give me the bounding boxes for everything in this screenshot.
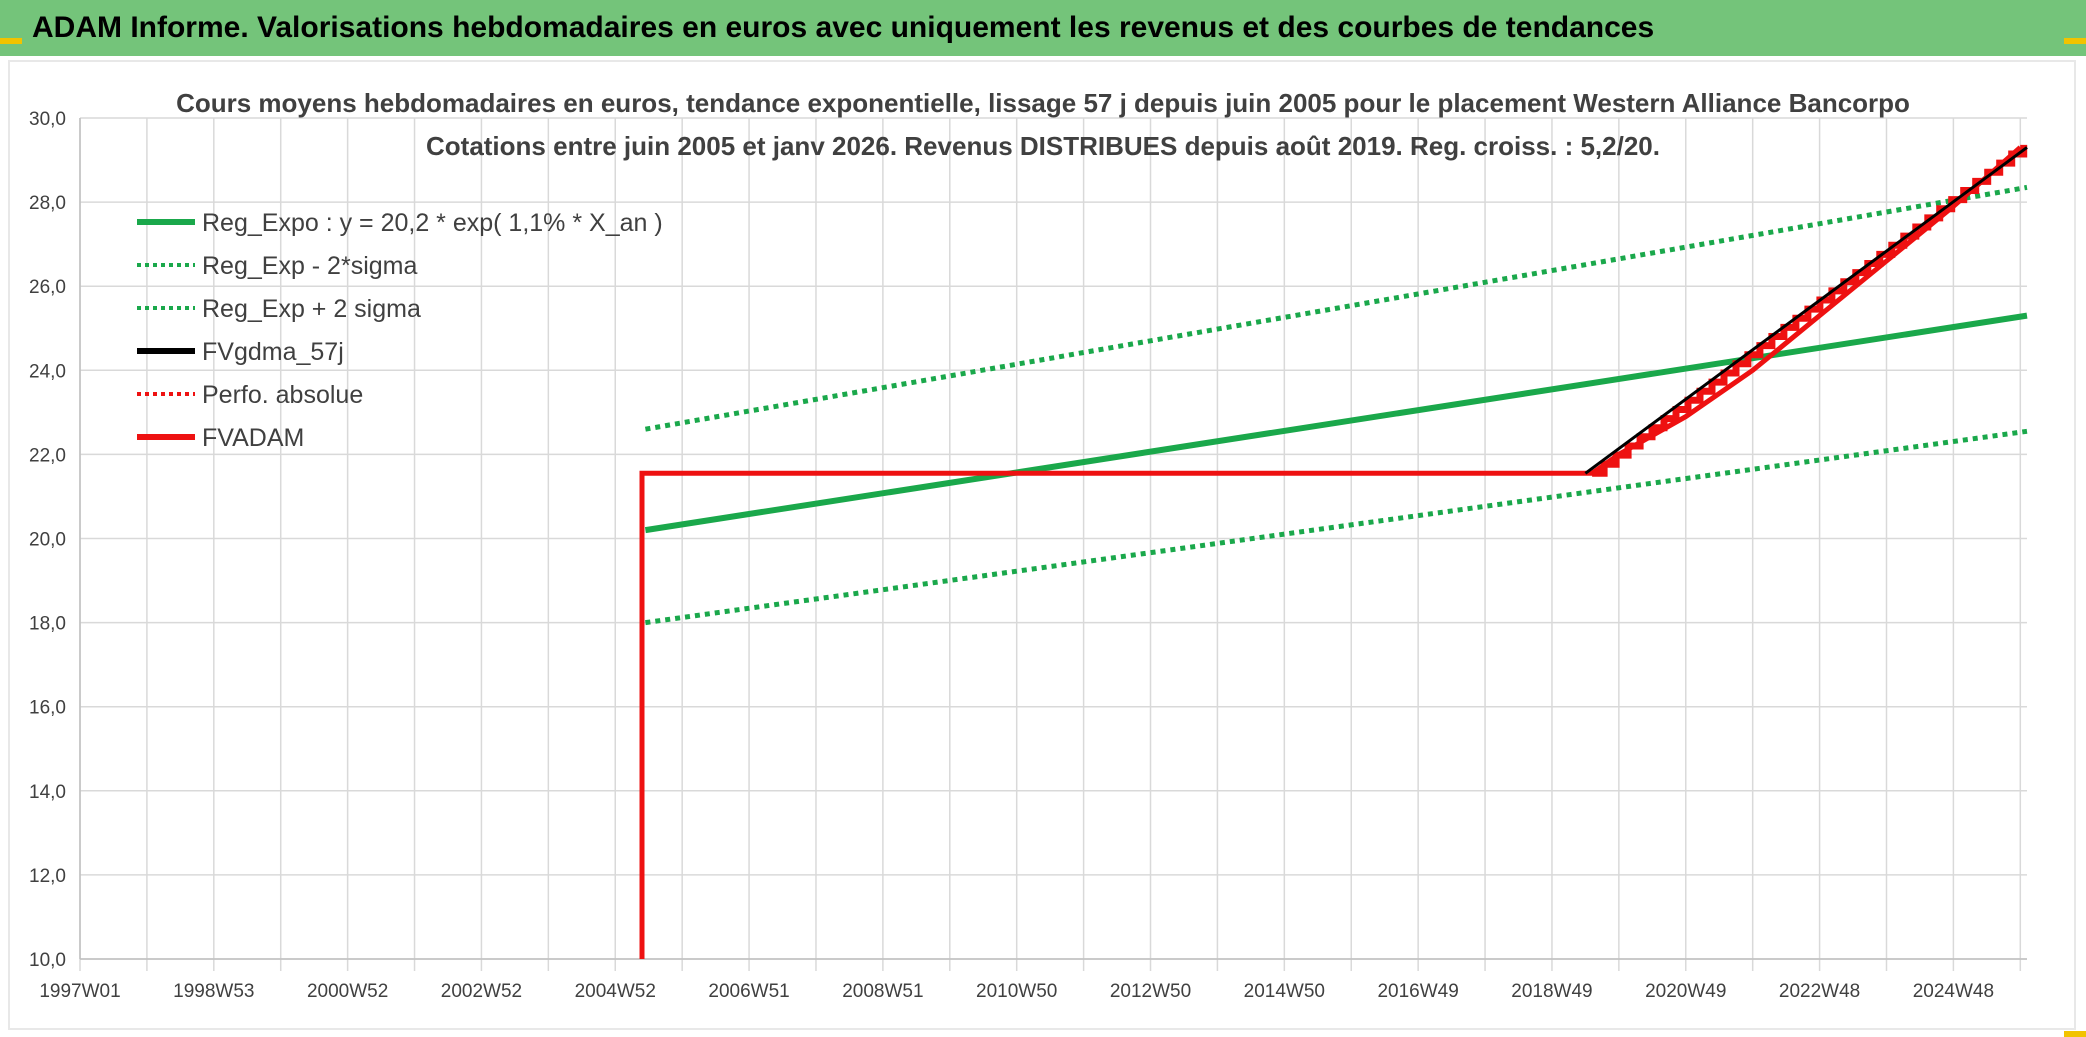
x-tick-label: 2002W52 [441,981,522,1002]
x-tick-label: 2022W48 [1779,981,1860,1002]
x-tick-label: 2024W48 [1913,981,1994,1002]
y-tick-label: 26,0 [29,277,66,298]
series-line-band [644,184,2028,432]
corner-mark-right [2064,38,2086,44]
x-tick-label: 2014W50 [1244,981,1325,1002]
y-tick-label: 10,0 [29,950,66,971]
x-tick-label: 1997W01 [39,981,120,1002]
legend-label: Perfo. absolue [202,381,363,409]
series-line-band [645,428,2028,626]
report-title: ADAM Informe. Valorisations hebdomadaire… [32,11,1655,44]
series-layer [639,144,2028,959]
x-tick-label: 1998W53 [173,981,254,1002]
y-tick-label: 18,0 [29,614,66,635]
legend-label: FVADAM [202,424,304,452]
corner-mark-left [0,38,22,44]
x-tick-label: 2000W52 [307,981,388,1002]
legend-label: Reg_Exp - 2*sigma [202,252,417,280]
series-line-fvgdma [1584,146,2028,475]
chart-subtitle: Cotations entre juin 2005 et janv 2026. … [426,131,1660,161]
x-tick-label: 2012W50 [1110,981,1191,1002]
y-tick-label: 14,0 [29,782,66,803]
y-tick-label: 30,0 [29,109,66,130]
y-tick-label: 20,0 [29,530,66,551]
x-tick-label: 2018W49 [1511,981,1592,1002]
corner-mark-bottom-right [2064,1031,2086,1037]
y-tick-label: 22,0 [29,445,66,466]
series-line-fvadam [639,145,2022,959]
x-tick-label: 2016W49 [1377,981,1458,1002]
chart-title: Cours moyens hebdomadaires en euros, ten… [176,88,1910,118]
legend-label: Reg_Expo : y = 20,2 * exp( 1,1% * X_an ) [202,209,663,237]
x-tick-label: 2010W50 [976,981,1057,1002]
chart-frame [8,60,2076,1030]
legend-label: FVgdma_57j [202,338,344,366]
y-tick-label: 16,0 [29,698,66,719]
chart-legend: Reg_Expo : y = 20,2 * exp( 1,1% * X_an )… [137,209,663,452]
report-banner: ADAM Informe. Valorisations hebdomadaire… [0,0,2086,56]
y-tick-label: 12,0 [29,866,66,887]
x-tick-label: 2004W52 [575,981,656,1002]
axes: 10,0 12,0 14,0 16,0 18,0 20,0 22,0 24,0 26,0 28,0… [29,109,2027,1002]
y-tick-label: 24,0 [29,361,66,382]
y-tick-label: 28,0 [29,193,66,214]
gridlines [79,117,2027,971]
series-line-reg-expo [644,312,2028,534]
x-tick-label: 2008W51 [842,981,923,1002]
x-tick-label: 2006W51 [708,981,789,1002]
x-tick-label: 2020W49 [1645,981,1726,1002]
legend-label: Reg_Exp + 2 sigma [202,295,421,323]
